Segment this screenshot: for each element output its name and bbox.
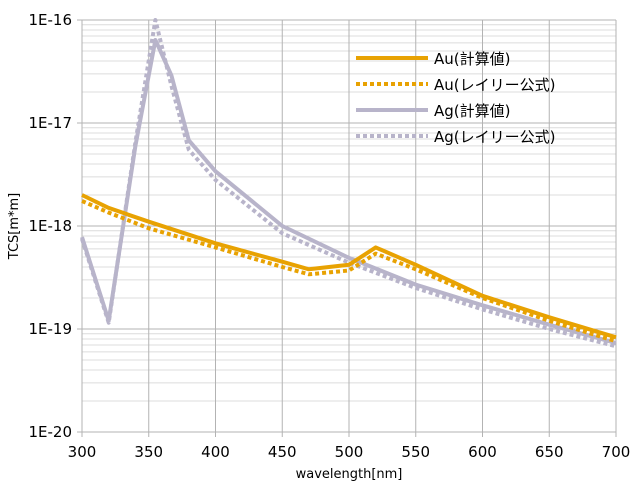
y-axis-label: TCS[m*m] [7, 193, 22, 260]
y-tick-label: 1E-18 [28, 217, 72, 235]
x-tick-label: 600 [468, 443, 497, 461]
series-lines [80, 18, 617, 349]
series-line-1 [81, 199, 617, 344]
x-tick-label: 350 [134, 443, 163, 461]
legend-label: Ag(計算値) [434, 102, 511, 120]
x-tick-labels: 300 350 400 450 500 550 600 650 700 [68, 443, 631, 461]
x-tick-label: 400 [201, 443, 230, 461]
x-tick-label: 450 [268, 443, 297, 461]
y-tick-label: 1E-19 [28, 320, 72, 338]
x-axis-label: wavelength[nm] [296, 467, 403, 482]
series-line-3 [80, 18, 617, 349]
x-tick-label: 650 [535, 443, 564, 461]
legend-label: Au(レイリー公式) [434, 76, 555, 94]
series-line-0 [81, 193, 617, 340]
x-tick-label: 550 [401, 443, 430, 461]
x-tick-label: 500 [335, 443, 364, 461]
x-tick-label: 300 [68, 443, 97, 461]
y-tick-label: 1E-20 [28, 423, 72, 441]
x-tick-label: 700 [602, 443, 631, 461]
y-tick-label: 1E-17 [28, 114, 72, 132]
legend: Au(計算値) Au(レイリー公式) Ag(計算値) Ag(レイリー公式) [356, 50, 556, 146]
y-tick-labels: 1E-16 1E-17 1E-18 1E-19 1E-20 [28, 11, 72, 441]
legend-label: Au(計算値) [434, 50, 510, 68]
y-tick-label: 1E-16 [28, 11, 72, 29]
legend-label: Ag(レイリー公式) [434, 128, 556, 146]
gridlines [77, 19, 617, 437]
